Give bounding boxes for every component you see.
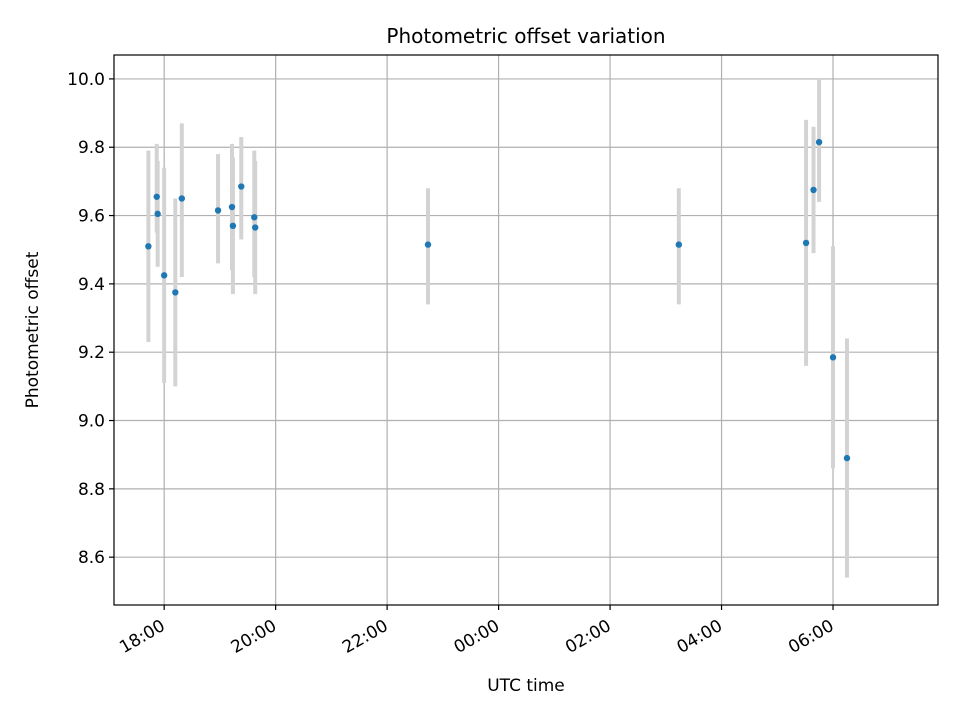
data-point <box>214 207 222 214</box>
data-point <box>238 183 245 190</box>
data-point <box>172 289 179 296</box>
data-point <box>829 354 837 361</box>
y-tick-label: 8.6 <box>78 548 105 568</box>
plot-frame <box>113 54 939 606</box>
x-axis-title: UTC time <box>487 676 565 696</box>
data-point <box>815 138 823 146</box>
y-axis: 8.6 8.8 9.0 9.2 9.4 9.6 9.8 10.0 <box>67 70 114 568</box>
data-point <box>810 186 817 194</box>
y-tick-label: 9.4 <box>78 275 105 295</box>
data-point <box>251 214 258 221</box>
data-point <box>252 224 259 231</box>
data-point <box>675 241 683 248</box>
y-tick-label: 9.6 <box>78 207 105 227</box>
y-tick-label: 9.8 <box>78 138 105 158</box>
y-tick-label: 9.0 <box>78 412 105 432</box>
data-point <box>153 193 160 200</box>
data-point <box>424 241 432 248</box>
y-tick-label: 10.0 <box>67 70 105 90</box>
data-point <box>154 210 161 218</box>
data-point <box>802 239 810 247</box>
data-markers <box>145 138 851 462</box>
y-tick-label: 8.8 <box>78 480 105 500</box>
y-axis-title: Photometric offset <box>23 251 43 408</box>
data-point <box>228 203 236 211</box>
data-point <box>843 454 851 462</box>
data-point <box>160 272 168 279</box>
y-tick-label: 9.2 <box>78 343 105 363</box>
data-point <box>229 222 237 230</box>
data-point <box>145 243 152 250</box>
chart-title: Photometric offset variation <box>386 24 665 48</box>
data-point <box>178 195 186 202</box>
